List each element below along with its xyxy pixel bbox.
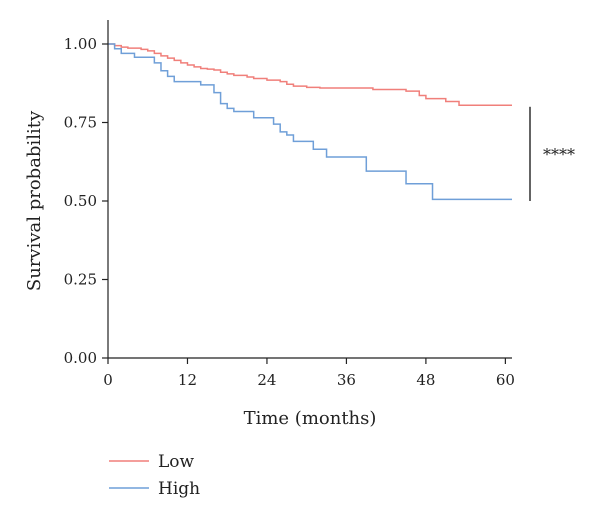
- series-line-low: [108, 43, 512, 106]
- x-axis-label: Time (months): [244, 408, 377, 429]
- axis-ticks: 0 12 24 36 48 60 0.00 0.25 0.50 0.75 1.00: [64, 35, 515, 389]
- y-tick-label: 0.25: [64, 271, 97, 289]
- x-tick-label: 48: [416, 371, 435, 389]
- plot-axes: [107, 20, 512, 359]
- legend-label-low: Low: [158, 452, 195, 472]
- y-axis-label: Survival probability: [24, 110, 45, 291]
- legend-label-high: High: [158, 479, 200, 499]
- series-line-high: [108, 43, 512, 201]
- y-tick-label: 0.00: [64, 349, 97, 367]
- x-tick-label: 60: [496, 371, 515, 389]
- x-tick-label: 36: [337, 371, 356, 389]
- x-tick-label: 0: [103, 371, 113, 389]
- legend: Low High: [109, 452, 200, 499]
- survival-curves: [108, 43, 512, 201]
- x-tick-label: 12: [178, 371, 197, 389]
- x-tick-label: 24: [257, 371, 276, 389]
- y-tick-label: 1.00: [64, 35, 97, 53]
- y-tick-label: 0.50: [64, 192, 97, 210]
- significance-label: ****: [543, 145, 575, 164]
- y-tick-label: 0.75: [64, 114, 97, 132]
